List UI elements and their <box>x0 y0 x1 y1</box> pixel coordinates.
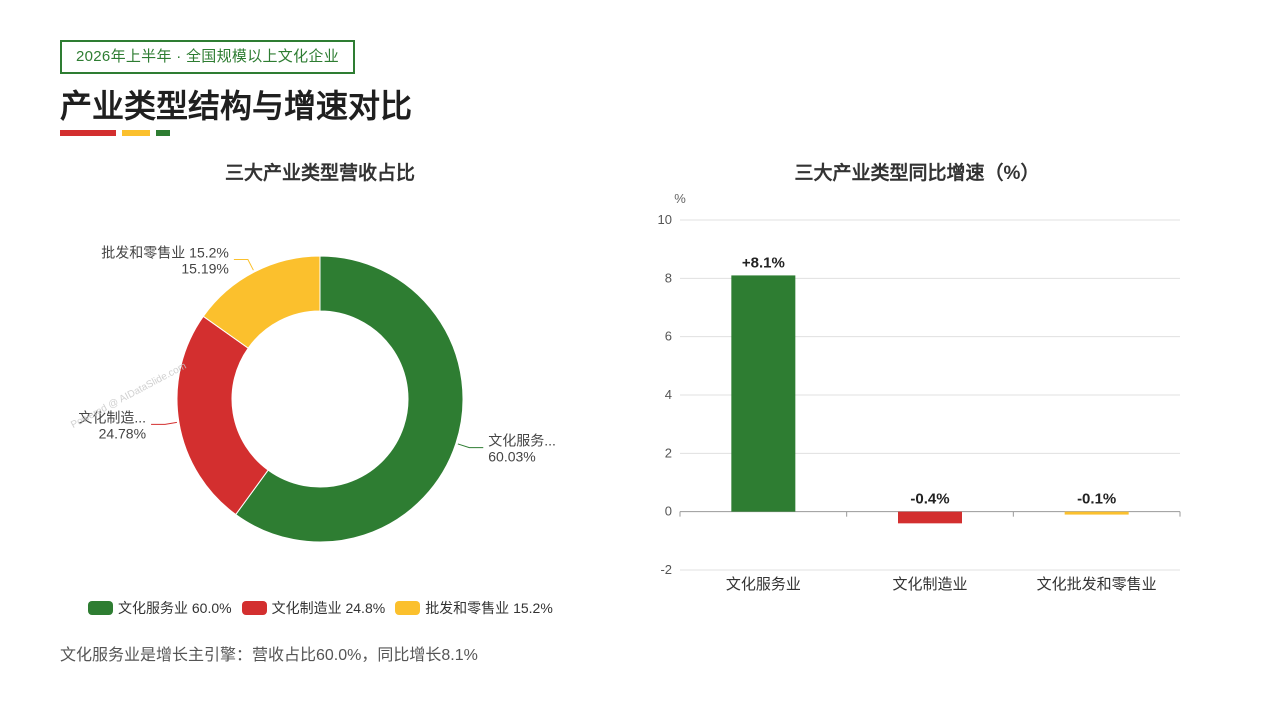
bar-services-value-label: +8.1% <box>742 254 785 271</box>
legend-item[interactable]: 文化制造业 24.8% <box>241 598 386 618</box>
pie-slice-retail <box>202 255 321 349</box>
bar-manufacturing-value-label: -0.4% <box>910 491 949 508</box>
bar-services <box>731 275 796 512</box>
bar-title: 三大产业类型同比增速（%） <box>795 161 1040 184</box>
bar-manufacturing <box>898 511 962 524</box>
bar-retail-value-label: -0.1% <box>1077 491 1116 508</box>
bar-y-tick-label: 8 <box>665 270 672 285</box>
legend-label: 文化服务业 60.0% <box>118 600 232 616</box>
bar-y-tick-label: 2 <box>665 445 672 460</box>
bar-retail <box>1064 511 1129 515</box>
bar-retail-category-label: 文化批发和零售业 <box>1037 576 1157 593</box>
legend-item[interactable]: 批发和零售业 15.2% <box>395 598 553 618</box>
bar-y-tick-label: 6 <box>665 329 672 344</box>
bar-y-tick-label: -2 <box>660 562 672 577</box>
pie-leader-line <box>151 421 177 425</box>
pie-slice-services <box>235 255 464 543</box>
pie-label-retail-pct: 15.19% <box>181 261 228 277</box>
bar-y-tick-label: 10 <box>658 212 672 227</box>
legend-swatch <box>395 601 421 615</box>
pie-legend: 文化服务业 60.0% 文化制造业 24.8% 批发和零售业 15.2% <box>88 598 563 618</box>
page-title: 产业类型结构与增速对比 <box>60 88 413 124</box>
legend-swatch <box>241 601 267 615</box>
accent-bar-green <box>156 130 170 136</box>
bar-y-axis-unit: % <box>674 191 686 206</box>
pie-label-manufacturing-pct: 24.78% <box>99 425 146 441</box>
pie-slice-manufacturing <box>176 315 269 516</box>
legend-swatch <box>88 601 113 615</box>
bar-y-tick-label: 0 <box>665 504 672 519</box>
pie-leader-line <box>457 443 484 449</box>
subtitle-tag: 2026年上半年 · 全国规模以上文化企业 <box>60 40 356 74</box>
accent-bar-red <box>60 130 116 136</box>
bar-y-tick-label: 4 <box>665 387 672 402</box>
summary-text: 文化服务业是增长主引擎：营收占比60.0%，同比增长8.1% <box>60 647 478 664</box>
pie-title: 三大产业类型营收占比 <box>225 161 415 184</box>
bar-services-category-label: 文化服务业 <box>726 576 801 593</box>
pie-leader-line <box>233 259 254 271</box>
legend-item[interactable]: 文化服务业 60.0% <box>88 598 232 618</box>
pie-label-services-pct: 60.03% <box>488 449 535 465</box>
bar-manufacturing-category-label: 文化制造业 <box>892 576 967 593</box>
pie-label-retail-name: 批发和零售业 15.2% <box>101 245 229 261</box>
legend-label: 文化制造业 24.8% <box>271 600 386 616</box>
accent-bar-yellow <box>122 130 150 136</box>
legend-label: 批发和零售业 15.2% <box>425 600 553 616</box>
pie-label-manufacturing-name: 文化制造... <box>78 409 146 425</box>
pie-label-services-name: 文化服务... <box>488 433 556 449</box>
